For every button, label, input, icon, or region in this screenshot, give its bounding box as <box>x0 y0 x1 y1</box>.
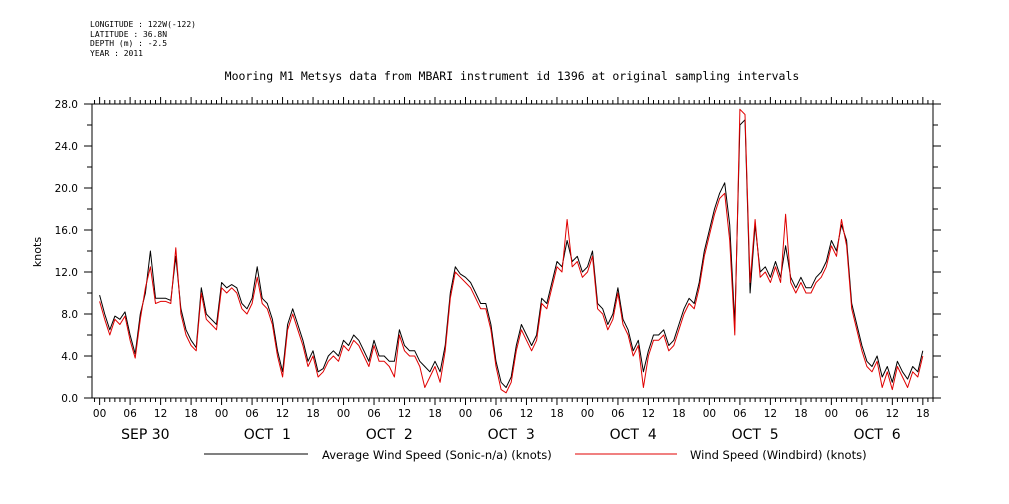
year-label: YEAR : 2011 <box>90 48 143 58</box>
day-label: OCT 5 <box>732 427 779 443</box>
x-tick-label: 06 <box>855 408 869 420</box>
y-tick-label: 8.0 <box>61 309 78 321</box>
x-tick-label: 06 <box>489 408 503 420</box>
x-tick-label: 18 <box>550 408 563 420</box>
x-tick-label: 18 <box>306 408 319 420</box>
y-tick-label: 20.0 <box>55 183 78 195</box>
x-tick-label: 06 <box>245 408 259 420</box>
y-tick-label: 12.0 <box>55 267 78 279</box>
x-tick-label: 12 <box>154 408 167 420</box>
x-tick-label: 12 <box>276 408 289 420</box>
day-label: OCT 1 <box>244 427 291 443</box>
y-tick-label: 16.0 <box>55 225 78 237</box>
series-line-1 <box>99 119 924 388</box>
metadata-block: LONGITUDE : 122W(-122) LATITUDE : 36.8N … <box>90 20 196 58</box>
day-label: OCT 2 <box>366 427 413 443</box>
x-tick-label: 18 <box>672 408 685 420</box>
x-tick-label: 12 <box>520 408 533 420</box>
data-series <box>99 108 924 394</box>
x-tick-label: 06 <box>367 408 381 420</box>
x-tick-label: 18 <box>916 408 929 420</box>
x-tick-label: 06 <box>733 408 747 420</box>
y-tick-labels: 0.0 4.0 8.0 12.0 16.0 20.0 24.0 28.0 <box>55 99 78 405</box>
x-tick-label: 18 <box>794 408 807 420</box>
x-tick-label: 00 <box>825 408 838 420</box>
day-label: OCT 4 <box>610 427 657 443</box>
x-tick-label: 06 <box>611 408 625 420</box>
latitude-label: LATITUDE : 36.8N <box>90 29 168 39</box>
day-label: SEP 30 <box>121 427 169 443</box>
x-tick-label: 12 <box>886 408 899 420</box>
x-tick-label: 12 <box>642 408 655 420</box>
day-label: OCT 6 <box>854 427 901 443</box>
x-tick-label: 12 <box>764 408 777 420</box>
day-label: OCT 3 <box>488 427 535 443</box>
y-tick-label: 0.0 <box>61 393 78 405</box>
depth-label: DEPTH (m) : -2.5 <box>90 39 168 48</box>
x-tick-label: 00 <box>703 408 716 420</box>
plot-frame <box>91 103 934 399</box>
x-tick-label: 12 <box>398 408 411 420</box>
y-tick-label: 4.0 <box>61 351 78 363</box>
y-tick-label: 28.0 <box>55 99 78 111</box>
x-tick-labels: 00 06 12 18 00 06 12 18 00 06 12 18 00 06 12 18 00 06 12 18… <box>93 408 930 420</box>
day-labels: SEP 30 OCT 1 OCT 2 OCT 3 OCT 4 OCT 5 OCT 6 <box>121 427 901 443</box>
x-tick-label: 06 <box>123 408 137 420</box>
x-tick-label: 18 <box>184 408 197 420</box>
legend: Average Wind Speed (Sonic-n/a) (knots) Wi… <box>204 448 867 462</box>
legend-label-2: Wind Speed (Windbird) (knots) <box>690 448 867 462</box>
x-tick-label: 00 <box>337 408 350 420</box>
axis-ticks <box>84 97 941 405</box>
longitude-label: LONGITUDE : 122W(-122) <box>90 20 196 29</box>
chart-title: Mooring M1 Metsys data from MBARI instru… <box>225 69 800 83</box>
x-tick-label: 00 <box>581 408 594 420</box>
y-axis-label: knots <box>31 237 44 267</box>
y-tick-label: 24.0 <box>55 141 78 153</box>
legend-label-1: Average Wind Speed (Sonic-n/a) (knots) <box>322 448 552 462</box>
x-tick-label: 18 <box>428 408 441 420</box>
x-tick-label: 00 <box>459 408 472 420</box>
x-tick-label: 00 <box>215 408 228 420</box>
series-line-2 <box>99 108 924 394</box>
x-tick-label: 00 <box>93 408 106 420</box>
